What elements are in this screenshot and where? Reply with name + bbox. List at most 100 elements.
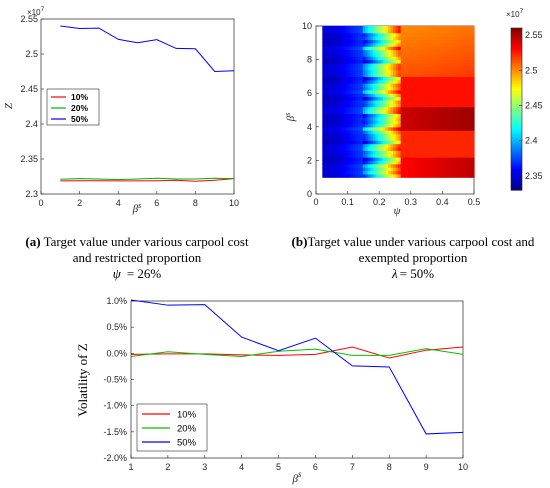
heatmap-cell bbox=[377, 113, 382, 118]
heatmap-cell bbox=[458, 157, 462, 161]
heatmap-cell bbox=[451, 32, 455, 37]
heatmap-cell bbox=[461, 160, 465, 165]
heatmap-cell bbox=[466, 39, 470, 44]
heatmap-cell bbox=[436, 120, 440, 125]
heatmap-cell bbox=[423, 99, 427, 104]
heatmap-cell bbox=[431, 126, 435, 131]
heatmap-cell bbox=[413, 133, 417, 138]
heatmap-cell bbox=[380, 83, 384, 88]
heatmap-cell bbox=[418, 160, 422, 165]
heatmap-cell bbox=[322, 76, 326, 81]
heatmap-cell bbox=[425, 89, 430, 94]
heatmap-cell bbox=[380, 116, 384, 121]
heatmap-cell bbox=[443, 39, 447, 44]
heatmap-cell bbox=[408, 110, 412, 114]
heatmap-cell bbox=[332, 116, 336, 121]
heatmap-cell bbox=[413, 153, 417, 158]
heatmap-cell bbox=[453, 123, 457, 128]
heatmap-cell bbox=[360, 133, 364, 138]
heatmap-cell bbox=[337, 163, 341, 168]
heatmap-cell bbox=[415, 73, 419, 77]
heatmap-cell bbox=[461, 150, 465, 155]
heatmap-cell bbox=[410, 36, 414, 41]
heatmap-cell bbox=[456, 167, 460, 172]
heatmap-cell bbox=[398, 62, 402, 67]
heatmap-cell bbox=[420, 123, 425, 128]
heatmap-cell bbox=[415, 150, 419, 155]
heatmap-cell bbox=[370, 99, 374, 104]
heatmap-cell bbox=[471, 140, 475, 145]
heatmap-cell bbox=[388, 29, 392, 34]
heatmap-cell bbox=[388, 130, 392, 135]
heatmap-cell bbox=[431, 130, 435, 135]
heatmap-cell bbox=[352, 89, 356, 94]
heatmap-cell bbox=[390, 52, 394, 57]
heatmap-cell bbox=[433, 126, 437, 131]
heatmap-cell bbox=[352, 167, 356, 172]
heatmap-cell bbox=[385, 130, 389, 135]
heatmap-cell bbox=[468, 89, 473, 94]
panel-a-ytick-label: 2.4 bbox=[25, 119, 38, 129]
heatmap-cell bbox=[448, 157, 452, 161]
heatmap-cell bbox=[428, 106, 432, 111]
heatmap-cell bbox=[352, 173, 356, 178]
heatmap-cell bbox=[375, 153, 379, 158]
heatmap-cell bbox=[360, 42, 364, 47]
heatmap-cell bbox=[428, 59, 432, 64]
heatmap-cell bbox=[350, 106, 354, 111]
heatmap-cell bbox=[418, 62, 422, 67]
heatmap-cell bbox=[458, 123, 462, 128]
heatmap-cell bbox=[380, 76, 384, 81]
colorbar-segment bbox=[511, 52, 522, 55]
heatmap-cell bbox=[448, 146, 452, 151]
heatmap-cell bbox=[393, 49, 397, 54]
heatmap-cell bbox=[471, 83, 475, 88]
heatmap-cell bbox=[345, 157, 349, 161]
heatmap-cell bbox=[448, 26, 452, 30]
heatmap-cell bbox=[382, 62, 387, 67]
heatmap-cell bbox=[347, 83, 351, 88]
heatmap-cell bbox=[466, 126, 470, 131]
heatmap-cell bbox=[448, 56, 452, 61]
colorbar-segment bbox=[511, 113, 522, 116]
heatmap-cell bbox=[327, 167, 331, 172]
heatmap-cell bbox=[403, 167, 407, 172]
heatmap-cell bbox=[420, 130, 425, 135]
heatmap-cell bbox=[443, 106, 447, 111]
heatmap-cell bbox=[395, 160, 399, 165]
heatmap-cell bbox=[395, 146, 399, 151]
heatmap-cell bbox=[352, 76, 356, 81]
heatmap-cell bbox=[471, 32, 475, 37]
heatmap-cell bbox=[395, 69, 399, 74]
heatmap-cell bbox=[390, 113, 394, 118]
heatmap-cell bbox=[431, 150, 435, 155]
heatmap-cell bbox=[408, 157, 412, 161]
heatmap-cell bbox=[357, 59, 361, 64]
heatmap-cell bbox=[458, 140, 462, 145]
heatmap-cell bbox=[342, 93, 346, 98]
heatmap-cell bbox=[324, 66, 328, 71]
heatmap-cell bbox=[400, 42, 404, 47]
heatmap-cell bbox=[357, 99, 361, 104]
heatmap-cell bbox=[352, 56, 356, 61]
heatmap-cell bbox=[324, 76, 328, 81]
heatmap-cell bbox=[413, 59, 417, 64]
heatmap-cell bbox=[375, 79, 379, 84]
heatmap-cell bbox=[370, 157, 374, 161]
heatmap-cell bbox=[451, 133, 455, 138]
heatmap-cell bbox=[458, 62, 462, 67]
heatmap-cell bbox=[400, 56, 404, 61]
panel-c-xlabel: βs bbox=[292, 469, 302, 485]
heatmap-cell bbox=[418, 120, 422, 125]
heatmap-cell bbox=[431, 113, 435, 118]
heatmap-cell bbox=[350, 143, 354, 148]
heatmap-cell bbox=[385, 49, 389, 54]
heatmap-cell bbox=[370, 170, 374, 175]
heatmap-cell bbox=[428, 76, 432, 81]
heatmap-cell bbox=[420, 133, 425, 138]
heatmap-cell bbox=[393, 167, 397, 172]
heatmap-cell bbox=[390, 103, 394, 108]
heatmap-cell bbox=[322, 83, 326, 88]
heatmap-cell bbox=[375, 76, 379, 81]
heatmap-cell bbox=[441, 146, 445, 151]
